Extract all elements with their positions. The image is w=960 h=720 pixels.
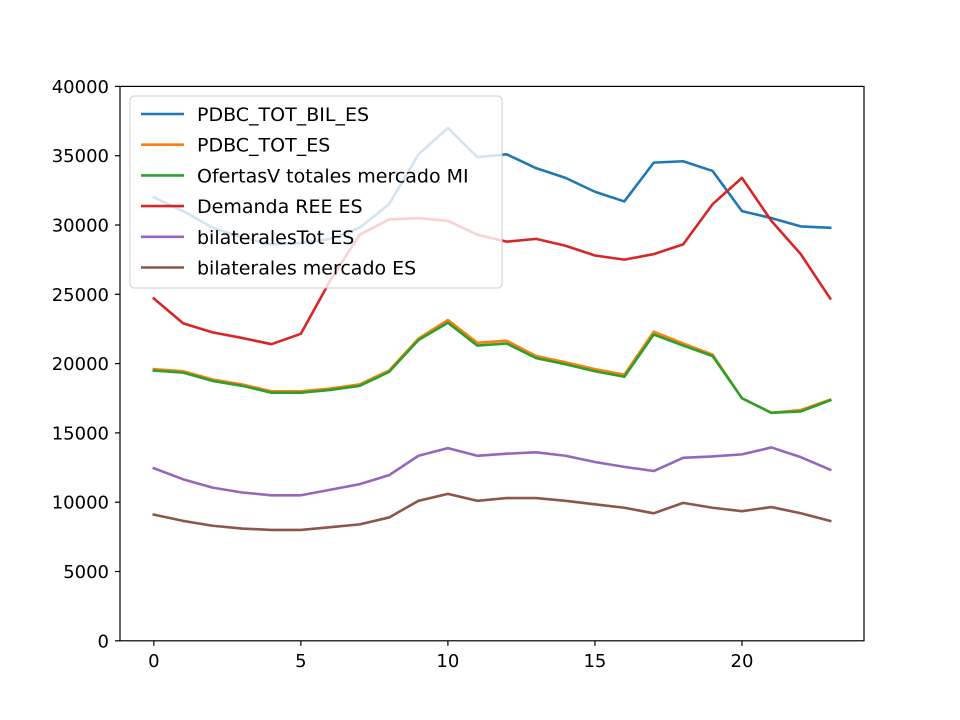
y-tick-label: 20000 <box>52 354 109 375</box>
axes: 0 5 10 15 20 0 5000 10000 15000 20000 25000 30000 35… <box>52 77 865 672</box>
y-tick-label: 10000 <box>52 493 109 514</box>
legend: PDBC_TOT_BIL_ES PDBC_TOT_ES OfertasV total… <box>129 95 503 289</box>
series-line-2 <box>152 321 832 415</box>
legend-box <box>129 95 503 289</box>
series-line-5 <box>152 492 832 532</box>
legend-label-4: bilateralesTot ES <box>197 227 354 249</box>
y-tick-label: 30000 <box>52 216 109 237</box>
legend-label-0: PDBC_TOT_BIL_ES <box>197 104 369 126</box>
x-tick-label: 10 <box>436 651 459 672</box>
legend-label-2: OfertasV totales mercado MI <box>197 165 469 187</box>
y-tick-label: 35000 <box>52 146 109 167</box>
y-tick-label: 40000 <box>52 77 109 98</box>
y-tick-label: 0 <box>98 631 109 652</box>
x-tick-label: 15 <box>583 651 606 672</box>
series-line-4 <box>152 446 832 497</box>
x-tick-label: 20 <box>731 651 754 672</box>
legend-label-1: PDBC_TOT_ES <box>197 135 330 157</box>
legend-label-5: bilaterales mercado ES <box>197 258 416 280</box>
y-tick-label: 15000 <box>52 423 109 444</box>
x-tick-label: 5 <box>295 651 306 672</box>
y-tick-label: 5000 <box>63 562 109 583</box>
legend-label-3: Demanda REE ES <box>197 196 363 218</box>
x-tick-label: 0 <box>148 651 159 672</box>
y-tick-label: 25000 <box>52 285 109 306</box>
